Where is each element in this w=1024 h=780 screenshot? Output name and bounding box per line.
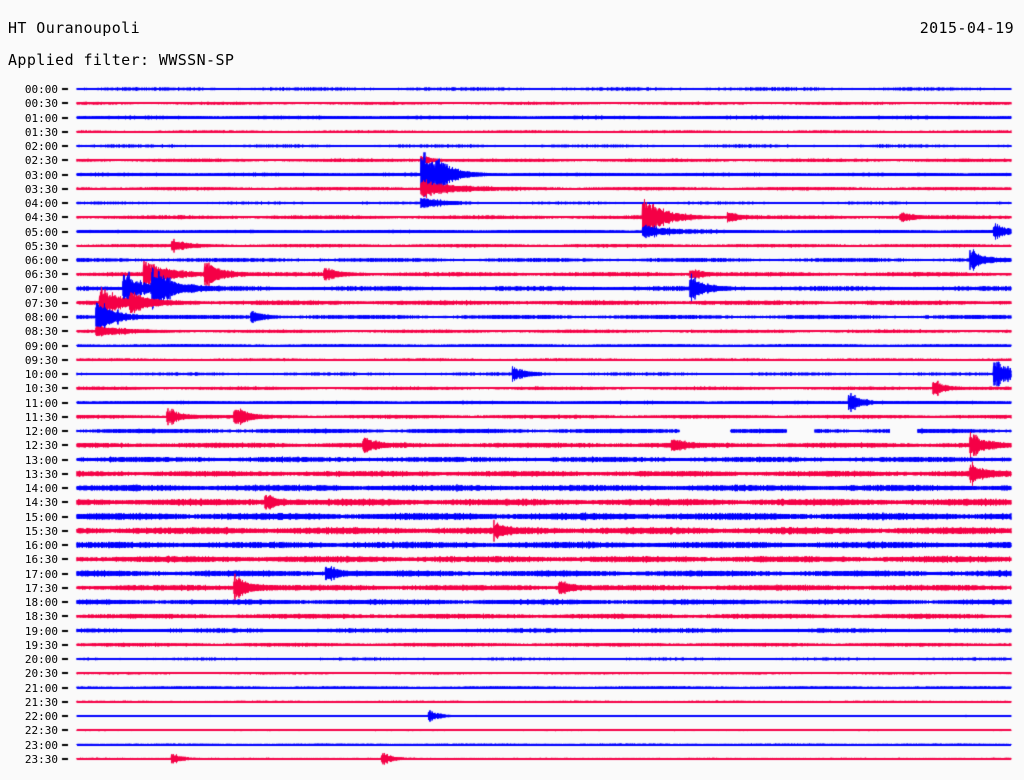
- time-tick-label: 13:30: [24, 467, 58, 481]
- seismogram-canvas: [0, 80, 1024, 780]
- station-title: HT Ouranoupoli: [8, 19, 141, 37]
- time-tick-label: 11:00: [24, 396, 58, 410]
- time-tick-label: 04:00: [24, 197, 58, 210]
- applied-filter-label: Applied filter: WWSSN-SP: [8, 51, 235, 69]
- time-tick-label: 07:30: [24, 296, 58, 310]
- time-tick-label: 18:00: [24, 596, 58, 609]
- time-tick-label: 21:30: [24, 695, 58, 709]
- time-tick-label: 18:30: [24, 610, 58, 624]
- time-tick-label: 20:00: [24, 653, 58, 666]
- time-tick-label: 11:30: [24, 410, 58, 424]
- time-tick-label: 14:30: [24, 496, 58, 510]
- time-tick-label: 13:00: [24, 453, 58, 467]
- time-tick-label: 00:00: [24, 83, 58, 96]
- time-tick-label: 17:00: [24, 567, 58, 581]
- time-tick-label: 08:30: [24, 325, 58, 339]
- time-tick-label: 21:00: [24, 681, 58, 695]
- time-tick-label: 02:30: [24, 154, 58, 168]
- time-tick-label: 09:00: [24, 339, 58, 353]
- time-tick-label: 22:30: [24, 724, 58, 738]
- time-tick-label: 09:30: [24, 353, 58, 367]
- time-tick-label: 00:30: [24, 97, 58, 111]
- time-tick-label: 16:00: [24, 539, 58, 552]
- time-tick-label: 06:30: [24, 268, 58, 282]
- time-tick-label: 01:30: [24, 125, 58, 139]
- time-tick-label: 12:00: [24, 425, 58, 438]
- trace-plot-area: 00:00 00:30 01:00 01:30 02:00 02:30 03:00 03:30…: [0, 80, 1024, 780]
- time-tick-label: 10:00: [24, 368, 58, 381]
- time-tick-label: 19:00: [24, 624, 58, 638]
- time-tick-label: 15:00: [24, 510, 58, 524]
- time-tick-label: 01:00: [24, 111, 58, 125]
- time-tick-label: 19:30: [24, 638, 58, 652]
- time-tick-label: 16:30: [24, 553, 58, 567]
- time-tick-label: 15:30: [24, 524, 58, 538]
- time-tick-label: 10:30: [24, 382, 58, 396]
- time-tick-label: 05:30: [24, 239, 58, 253]
- time-tick-label: 22:00: [24, 710, 58, 723]
- time-tick-label: 02:00: [24, 140, 58, 153]
- time-tick-label: 03:00: [24, 168, 58, 182]
- time-tick-label: 23:30: [24, 752, 58, 766]
- time-tick-label: 17:30: [24, 581, 58, 595]
- time-tick-label: 05:00: [24, 225, 58, 239]
- time-tick-label: 20:30: [24, 667, 58, 681]
- time-tick-label: 14:00: [24, 482, 58, 495]
- record-date: 2015-04-19: [919, 19, 1014, 37]
- time-tick-label: 07:00: [24, 282, 58, 296]
- time-tick-label: 08:00: [24, 311, 58, 324]
- time-tick-label: 03:30: [24, 182, 58, 196]
- time-tick-label: 23:00: [24, 738, 58, 752]
- time-tick-label: 12:30: [24, 439, 58, 453]
- time-tick-label: 06:00: [24, 254, 58, 267]
- time-tick-label: 04:30: [24, 211, 58, 225]
